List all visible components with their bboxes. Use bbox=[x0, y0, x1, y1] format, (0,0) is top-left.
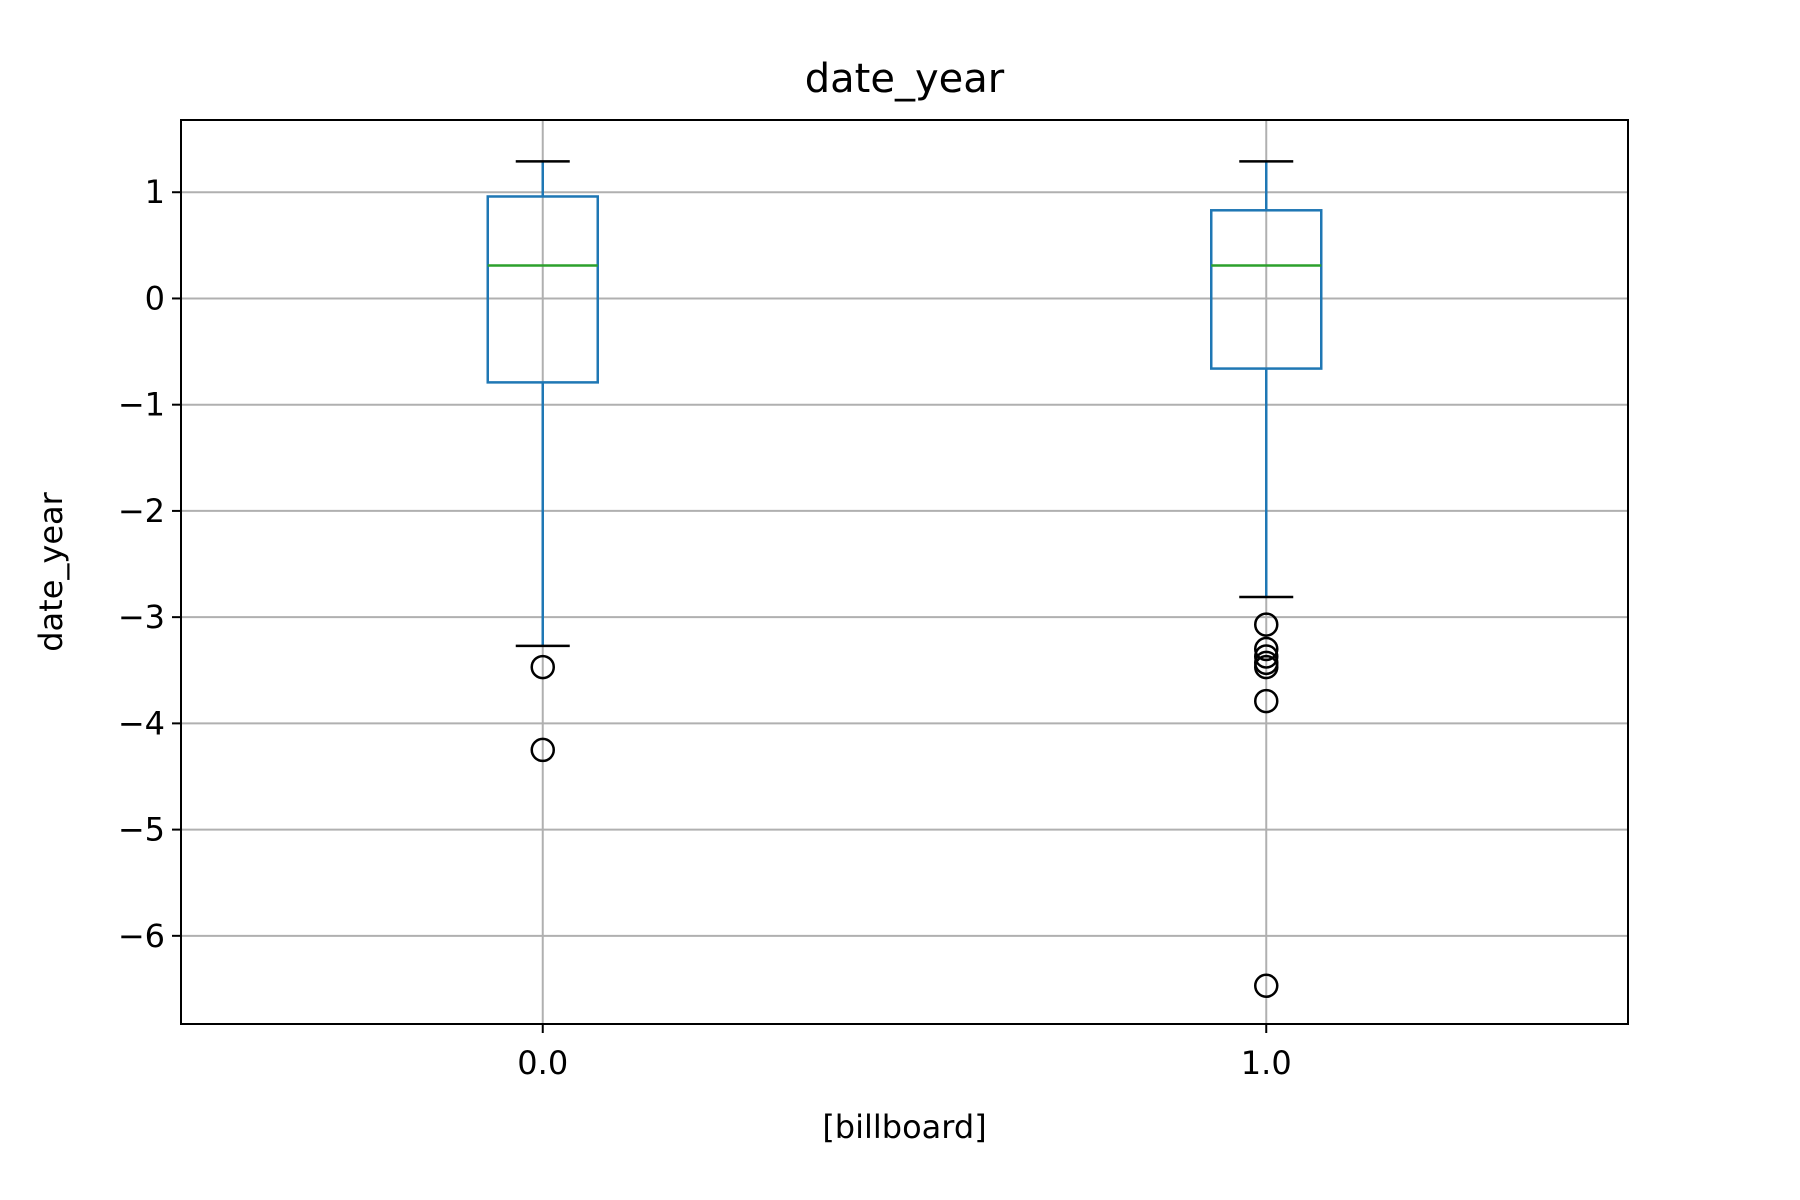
y-tick-label: −5 bbox=[118, 811, 165, 849]
box-layer bbox=[486, 160, 1323, 999]
y-tick-label: 1 bbox=[145, 173, 165, 211]
outlier-point bbox=[1254, 644, 1279, 669]
tick-layer: 1 0 −1 −2 −3 −4 −5 −6 0.0 1.0 bbox=[118, 173, 1292, 1082]
grid-layer bbox=[181, 120, 1628, 1024]
outlier-point bbox=[1254, 636, 1279, 662]
y-axis-label: date_year bbox=[32, 491, 70, 651]
box-iqr bbox=[486, 195, 599, 384]
box-iqr bbox=[1210, 209, 1323, 370]
y-tick-label: −1 bbox=[118, 386, 165, 424]
plot-frame bbox=[180, 119, 1629, 1025]
outlier-point bbox=[530, 654, 555, 680]
y-tick-label: −3 bbox=[118, 598, 165, 636]
y-tick-label: −6 bbox=[118, 917, 165, 955]
x-tick-label: 1.0 bbox=[1241, 1044, 1292, 1082]
y-tick-label: −4 bbox=[118, 704, 165, 742]
y-tick-label: −2 bbox=[118, 492, 165, 530]
box-group-1-0 bbox=[1210, 160, 1323, 999]
x-axis-label: [billboard] bbox=[822, 1108, 986, 1146]
outlier-point bbox=[1254, 612, 1279, 637]
outlier-point bbox=[530, 737, 555, 763]
y-tick-label: 0 bbox=[145, 279, 165, 317]
outlier-point bbox=[1254, 688, 1279, 714]
box-group-0-0 bbox=[486, 160, 599, 763]
outlier-point bbox=[1254, 654, 1279, 680]
chart-title: date_year bbox=[805, 56, 1005, 102]
outlier-point bbox=[1254, 973, 1279, 999]
x-tick-label: 0.0 bbox=[517, 1044, 568, 1082]
